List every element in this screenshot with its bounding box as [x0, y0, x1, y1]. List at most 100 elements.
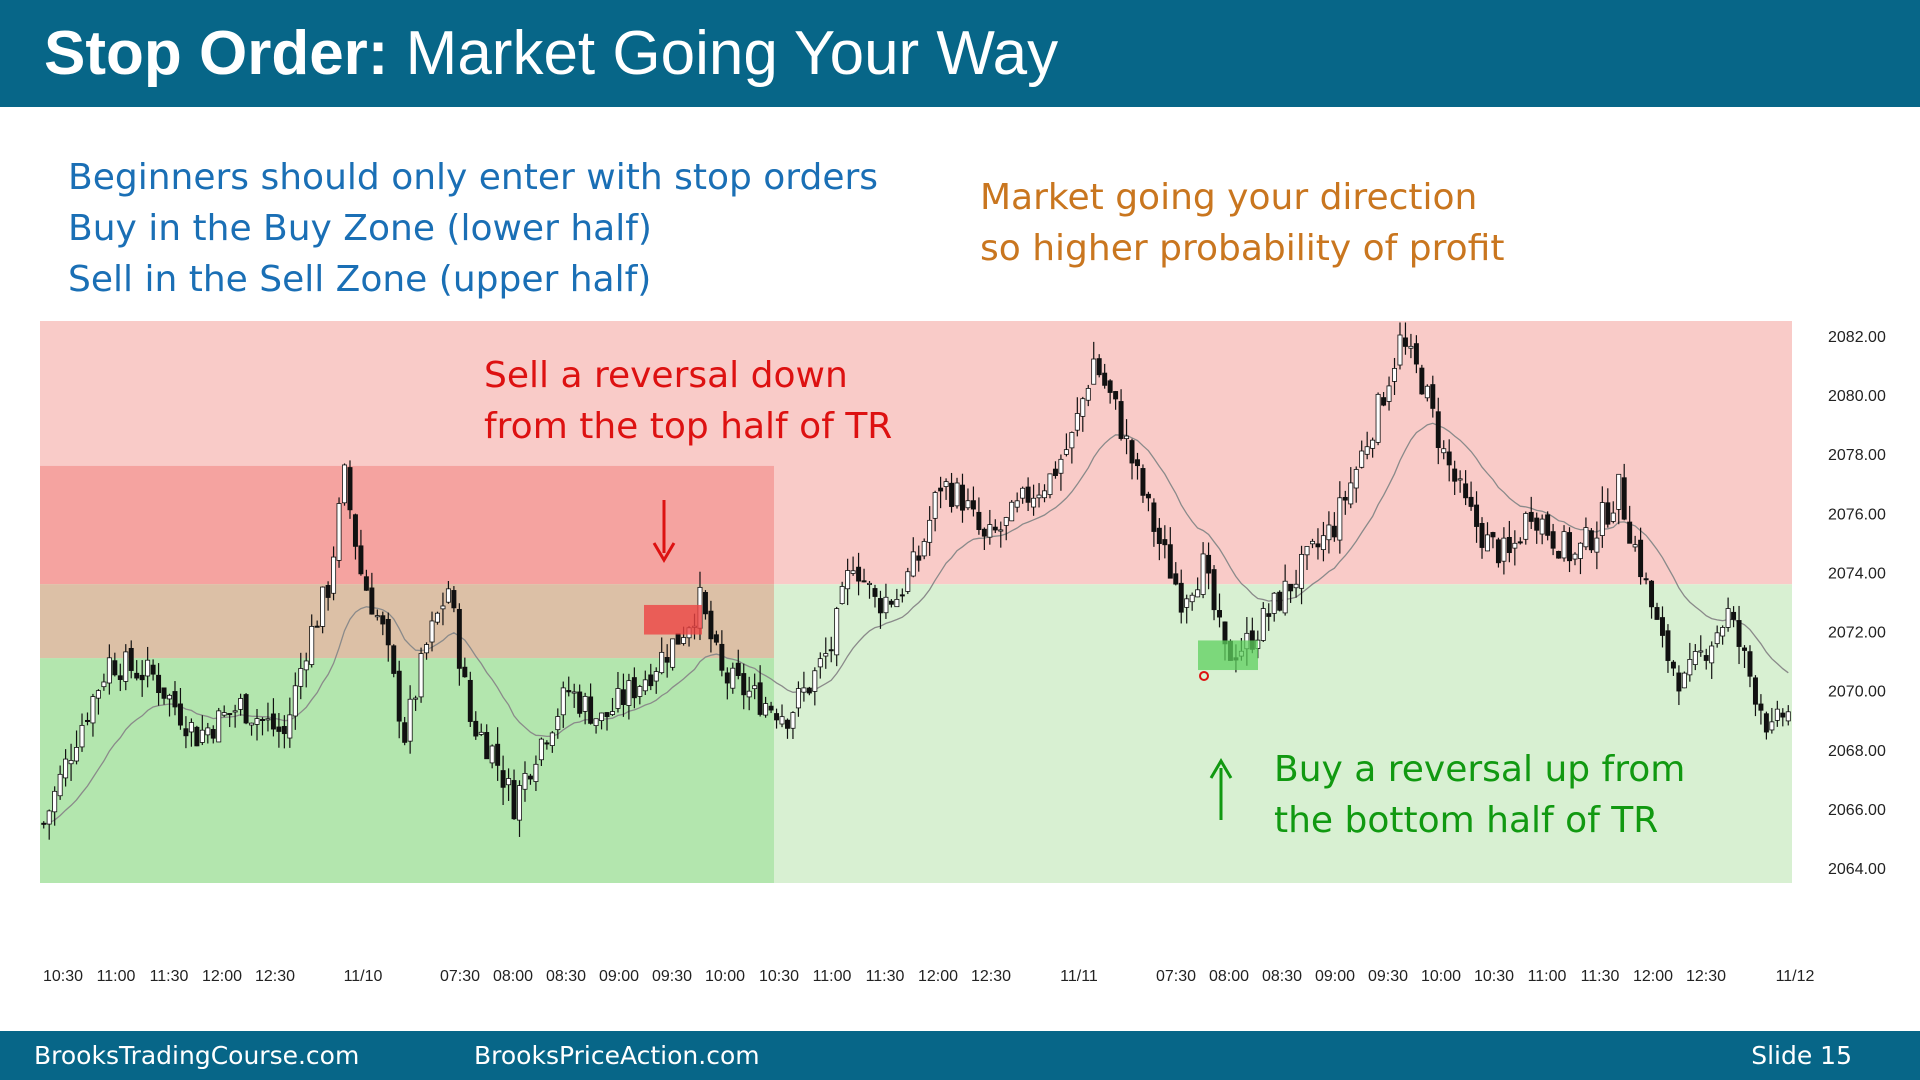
candle-body [1381, 397, 1387, 406]
candle [1616, 473, 1622, 525]
candle-body [1102, 372, 1108, 386]
candle-body [1402, 337, 1408, 347]
candle [101, 673, 107, 691]
candle-body [1785, 711, 1791, 722]
candle-body [992, 526, 998, 531]
candle [402, 716, 408, 746]
candle [352, 513, 358, 560]
candle [1572, 552, 1578, 566]
candle [1758, 694, 1764, 725]
candle [1359, 440, 1365, 469]
candle [1698, 635, 1704, 657]
candle-body [429, 620, 435, 643]
candle-body [932, 492, 938, 519]
candle-body [314, 625, 320, 628]
candle [560, 681, 566, 728]
candle [719, 630, 725, 677]
candle-body [1610, 512, 1616, 522]
candle [1293, 569, 1299, 598]
candle [1364, 431, 1370, 460]
candle [210, 725, 216, 744]
candle-body [1337, 497, 1343, 541]
candle [998, 521, 1004, 548]
probability-notes: Market going your direction so higher pr… [980, 172, 1504, 274]
x-tick-label: 10:30 [759, 968, 799, 985]
candle-body [1523, 513, 1529, 540]
y-tick-label: 2064.00 [1828, 861, 1886, 878]
candle [905, 567, 911, 595]
candle [910, 537, 916, 578]
candle-body [1299, 554, 1305, 589]
y-axis-labels: 2082.00 2080.00 2078.00 2076.00 2074.00 2072.… [1828, 329, 1886, 878]
candle [1534, 512, 1540, 544]
candle [1031, 484, 1037, 516]
candle-body [1348, 482, 1354, 505]
candle-body [511, 780, 517, 820]
candle [757, 665, 763, 717]
candle [68, 743, 74, 781]
price-chart: Sell a reversal down from the top half of… [40, 321, 1886, 985]
candle-body [533, 763, 539, 782]
candle [1660, 606, 1665, 648]
candle [462, 657, 468, 678]
candle-body [1271, 592, 1277, 614]
candle-body [785, 719, 790, 729]
candle-body [352, 514, 358, 547]
x-tick-label: 08:00 [493, 968, 533, 985]
candle [850, 556, 856, 576]
candle-body [1698, 650, 1704, 653]
candle [1495, 537, 1501, 568]
candle [1774, 700, 1780, 727]
candle-body [128, 647, 134, 671]
candle-body [1452, 468, 1458, 482]
x-tick-label: 09:30 [652, 968, 692, 985]
candle [1195, 577, 1201, 598]
sell-arrow-head [652, 542, 676, 563]
candle-body [303, 660, 309, 671]
candle [281, 715, 287, 749]
candle-body [1506, 536, 1512, 554]
candle-body [1583, 527, 1589, 548]
candle [1009, 500, 1015, 522]
candle [1474, 491, 1480, 543]
candle-body [413, 697, 419, 700]
candle [954, 477, 960, 509]
candle-body [46, 810, 52, 825]
candle-body [1020, 487, 1026, 499]
candle [1490, 531, 1496, 549]
y-tick-label: 2074.00 [1828, 565, 1886, 582]
candle [188, 718, 194, 747]
candle-body [1545, 514, 1551, 536]
candle [199, 715, 205, 746]
candle [1392, 357, 1397, 395]
candle-body [1441, 448, 1447, 454]
candle-body [1616, 473, 1622, 510]
candle [1020, 486, 1026, 504]
candle [1703, 648, 1709, 670]
candle-body [675, 633, 681, 645]
candle-body [1282, 580, 1288, 614]
candle-body [544, 742, 550, 745]
candle [795, 681, 801, 717]
candle-body [795, 688, 801, 709]
candle [90, 693, 96, 737]
candle-body [95, 690, 101, 699]
candle-body [856, 566, 862, 582]
candle [1676, 665, 1682, 706]
x-tick-label: 10:30 [43, 968, 83, 985]
candle-body [1129, 440, 1135, 464]
candle-body [445, 588, 451, 603]
candle [500, 755, 506, 806]
candle-body [549, 732, 555, 746]
candle-body [604, 712, 610, 718]
x-tick-label: 08:00 [1209, 968, 1249, 985]
candle-body [150, 664, 156, 675]
candle [1069, 431, 1075, 464]
candle [254, 709, 260, 741]
candle [610, 697, 615, 717]
candle [1047, 473, 1053, 499]
candle-body [363, 576, 369, 591]
candle-body [1173, 573, 1179, 585]
footer-site-left: BrooksTradingCourse.com [34, 1041, 360, 1070]
x-tick-label: 09:00 [599, 968, 639, 985]
